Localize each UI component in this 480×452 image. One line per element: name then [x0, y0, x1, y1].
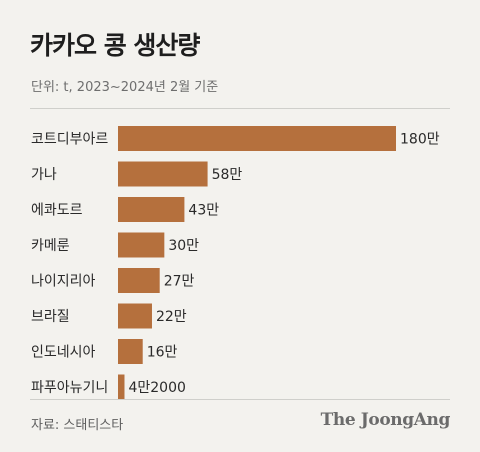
- value-label: 27만: [164, 274, 195, 290]
- bar: [118, 126, 396, 151]
- value-label: 22만: [156, 309, 187, 325]
- bar: [118, 197, 185, 222]
- top-divider: [30, 108, 450, 109]
- bar: [118, 303, 152, 329]
- chart-subtitle: 단위: t, 2023~2024년 2월 기준: [31, 80, 219, 95]
- bottom-divider: [30, 399, 450, 400]
- source-note: 자료: 스태티스타: [31, 418, 124, 433]
- category-label: 가나: [31, 167, 57, 183]
- value-label: 16만: [147, 345, 178, 361]
- category-label: 코트디부아르: [31, 132, 108, 148]
- bar: [118, 161, 208, 187]
- brand-logo: The JoongAng: [320, 410, 451, 430]
- bar: [118, 339, 143, 364]
- bar: [118, 232, 165, 258]
- category-label: 인도네시아: [31, 345, 96, 361]
- chart-title: 카카오 콩 생산량: [30, 31, 200, 60]
- value-label: 30만: [168, 238, 199, 254]
- value-label: 58만: [212, 167, 243, 183]
- bar: [118, 268, 160, 293]
- category-label: 브라질: [31, 309, 70, 325]
- category-label: 에콰도르: [31, 203, 83, 219]
- category-label: 카메룬: [31, 238, 70, 254]
- value-label: 180만: [400, 132, 440, 148]
- category-label: 나이지리아: [31, 274, 96, 290]
- value-label: 4만2000: [128, 380, 185, 396]
- bar: [118, 374, 125, 400]
- value-label: 43만: [188, 203, 219, 219]
- category-label: 파푸아뉴기니: [31, 380, 108, 396]
